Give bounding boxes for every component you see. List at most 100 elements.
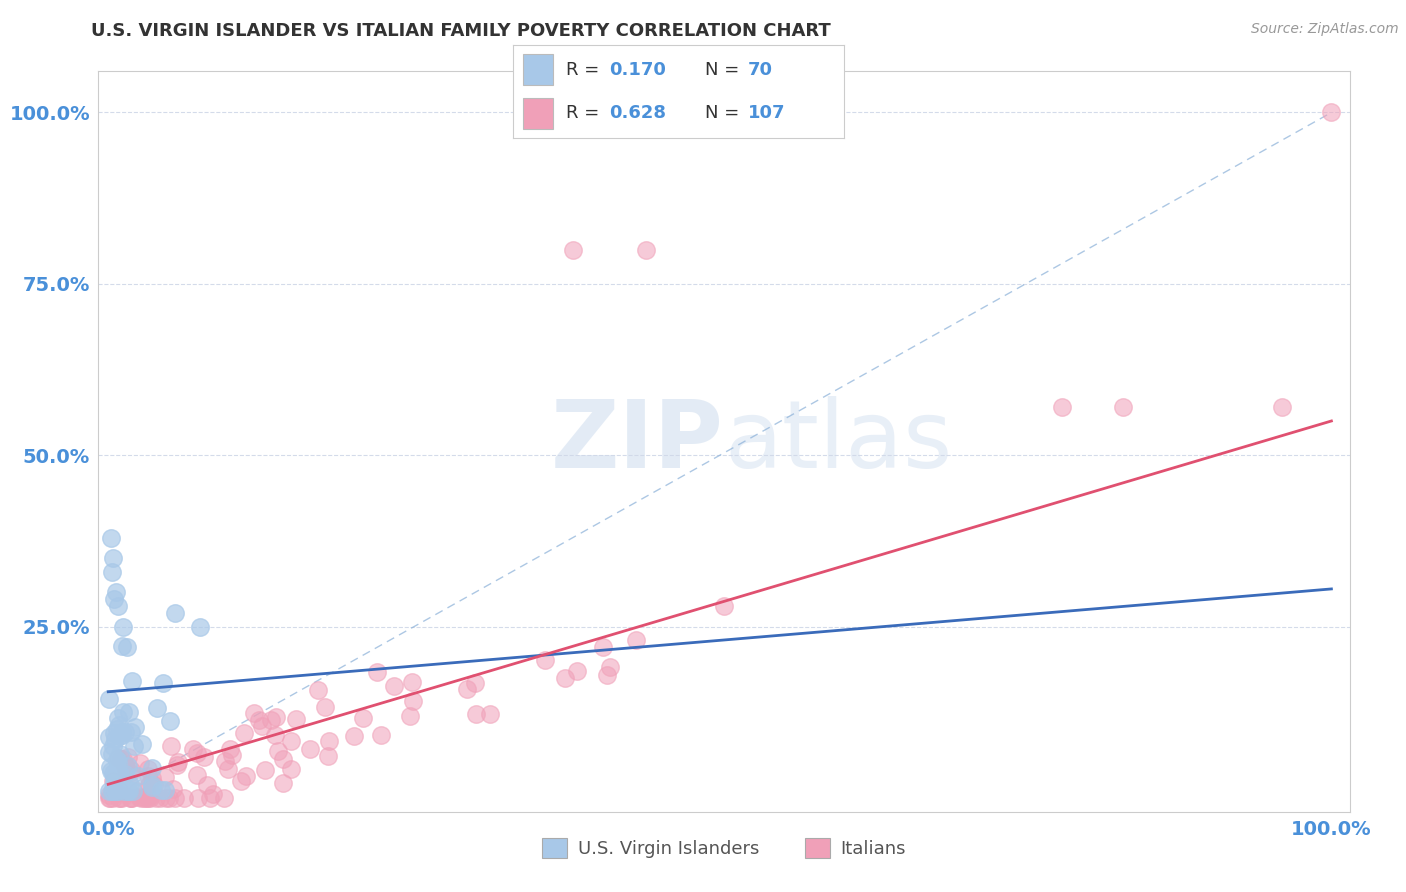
Point <box>264 710 287 724</box>
Point <box>713 599 735 613</box>
Text: Source: ZipAtlas.com: Source: ZipAtlas.com <box>1251 22 1399 37</box>
Point <box>104 781 127 796</box>
Point <box>592 640 614 655</box>
Point <box>280 762 302 776</box>
Point <box>105 722 128 736</box>
Point <box>316 748 339 763</box>
Point <box>167 755 190 769</box>
Point <box>136 769 159 783</box>
Point <box>366 665 388 679</box>
Point <box>188 620 211 634</box>
Point <box>107 750 129 764</box>
Point <box>98 692 121 706</box>
Bar <box>523 54 553 85</box>
Point <box>153 770 176 784</box>
Point <box>280 734 302 748</box>
Point <box>114 760 136 774</box>
Point <box>599 660 621 674</box>
Point <box>595 668 617 682</box>
Point <box>166 758 188 772</box>
Point <box>108 768 131 782</box>
Point <box>150 783 173 797</box>
Point <box>636 243 658 257</box>
Point <box>285 713 308 727</box>
Point <box>100 764 122 779</box>
Point <box>98 791 121 805</box>
Point <box>465 706 488 721</box>
Point <box>112 784 135 798</box>
Text: R =: R = <box>567 61 599 78</box>
Point <box>101 784 124 798</box>
Point <box>127 769 149 783</box>
Point <box>131 738 153 752</box>
Point <box>101 739 124 753</box>
Point <box>138 786 160 800</box>
Point <box>105 766 128 780</box>
Point <box>110 772 132 787</box>
Point <box>107 756 129 770</box>
Point <box>163 791 186 805</box>
Point <box>125 784 148 798</box>
Point <box>562 243 585 257</box>
Point <box>1112 401 1135 415</box>
Point <box>111 705 134 719</box>
Point <box>318 733 340 747</box>
Point <box>107 783 129 797</box>
Point <box>118 783 141 797</box>
Point <box>129 756 152 770</box>
Point <box>141 772 163 786</box>
Point <box>141 761 163 775</box>
Point <box>456 681 478 696</box>
Point <box>121 790 143 805</box>
Point <box>101 565 124 579</box>
Point <box>115 640 138 655</box>
Text: ZIP: ZIP <box>551 395 724 488</box>
Point <box>479 706 502 721</box>
Point <box>138 778 160 792</box>
Point <box>105 752 128 766</box>
Point <box>143 778 166 792</box>
Point <box>370 728 392 742</box>
Point <box>181 741 204 756</box>
Point <box>145 791 167 805</box>
Point <box>382 679 405 693</box>
Point <box>162 781 184 796</box>
Point <box>402 694 425 708</box>
Point <box>111 728 134 742</box>
Point <box>254 763 277 777</box>
Point <box>554 671 576 685</box>
Text: R =: R = <box>567 104 599 122</box>
Point <box>117 750 139 764</box>
Point <box>267 744 290 758</box>
Point <box>229 774 252 789</box>
Point <box>98 730 121 744</box>
Point <box>108 791 131 805</box>
Point <box>108 747 131 761</box>
Point <box>139 788 162 802</box>
Point <box>98 760 121 774</box>
Point <box>107 599 129 613</box>
Point <box>399 709 422 723</box>
Point <box>124 720 146 734</box>
Point <box>101 551 124 566</box>
Point <box>247 713 270 727</box>
Point <box>105 786 128 800</box>
Point <box>155 783 177 797</box>
Point <box>252 718 274 732</box>
Point <box>103 725 125 739</box>
Point <box>104 585 127 599</box>
Point <box>108 718 131 732</box>
Point <box>195 778 218 792</box>
Text: N =: N = <box>704 104 740 122</box>
Point <box>129 791 152 805</box>
Point <box>136 791 159 805</box>
Point <box>108 729 131 743</box>
Point <box>118 766 141 780</box>
Point <box>187 791 209 805</box>
Point <box>114 724 136 739</box>
Point <box>260 713 283 727</box>
Point <box>1052 401 1074 415</box>
Point <box>1271 401 1294 415</box>
Point <box>401 675 423 690</box>
Point <box>103 592 125 607</box>
